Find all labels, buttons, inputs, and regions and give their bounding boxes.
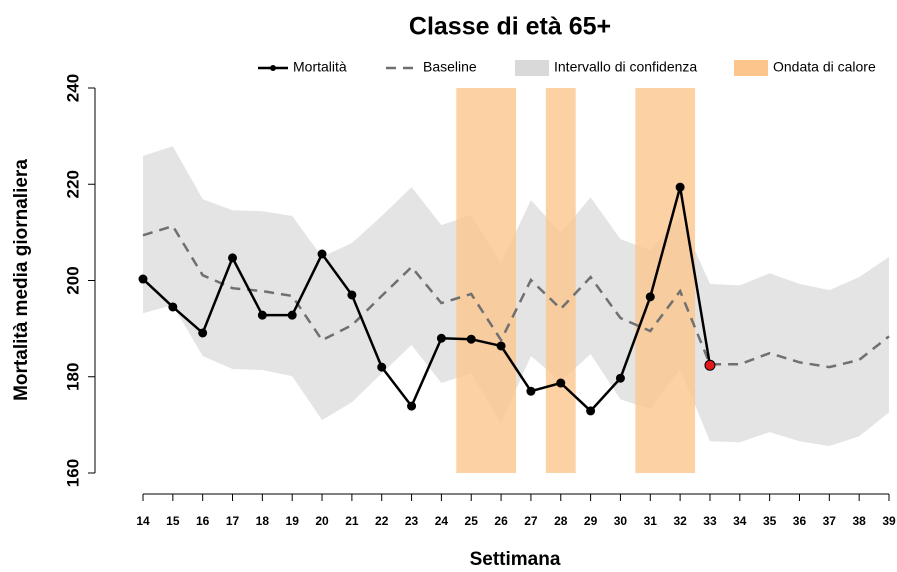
series-line	[142, 224, 890, 369]
series-point	[198, 328, 208, 338]
series-point	[257, 310, 267, 320]
legend-label: Baseline	[423, 59, 477, 75]
x-tick-label: 27	[524, 514, 538, 528]
legend-label: Ondata di calore	[773, 59, 876, 75]
series-point	[496, 341, 506, 351]
y-tick-label: 160	[63, 459, 82, 487]
series-point	[586, 406, 596, 416]
x-tick-label: 26	[494, 514, 508, 528]
y-tick-label: 180	[63, 363, 82, 391]
chart-title: Classe di età 65+	[409, 13, 611, 41]
x-tick-label: 19	[286, 514, 300, 528]
heatwave-band	[456, 88, 516, 473]
y-axis-title: Mortalità media giornaliera	[11, 159, 32, 401]
heatwave-band	[635, 88, 696, 473]
y-tick-label: 240	[63, 74, 82, 102]
x-tick-label: 23	[405, 514, 419, 528]
x-tick-label: 21	[345, 514, 359, 528]
x-tick-label: 16	[196, 514, 210, 528]
series-line	[142, 186, 712, 413]
legend-symbol	[515, 60, 549, 76]
x-tick-label: 39	[882, 514, 896, 528]
heatwave-band	[545, 88, 576, 473]
series-point	[615, 373, 625, 383]
legend-label: Mortalità	[293, 59, 347, 75]
series-point	[168, 302, 178, 312]
x-tick-label: 34	[733, 514, 747, 528]
series-point	[377, 362, 387, 372]
x-tick-label: 38	[852, 514, 866, 528]
series-point	[228, 253, 238, 263]
x-tick-label: 20	[315, 514, 329, 528]
y-tick-label: 200	[63, 266, 82, 294]
series-point	[317, 249, 327, 259]
series-point	[466, 334, 476, 344]
x-tick-label: 37	[823, 514, 837, 528]
x-tick-label: 17	[226, 514, 240, 528]
x-tick-label: 22	[375, 514, 389, 528]
x-tick-label: 29	[584, 514, 598, 528]
series-point	[407, 401, 417, 411]
series-point	[347, 290, 357, 300]
series-point	[526, 386, 536, 396]
x-tick-label: 14	[136, 514, 150, 528]
background-layer	[143, 88, 889, 473]
legend-label: Intervallo di confidenza	[554, 59, 697, 75]
legend-symbol	[734, 60, 768, 76]
x-tick-label: 28	[554, 514, 568, 528]
series-point	[138, 274, 148, 284]
x-tick-label: 35	[763, 514, 777, 528]
x-tick-label: 24	[435, 514, 449, 528]
series-point	[556, 378, 566, 388]
series-point	[675, 182, 685, 192]
x-tick-label: 32	[673, 514, 687, 528]
x-tick-label: 18	[256, 514, 270, 528]
legend-symbol	[270, 65, 276, 71]
x-tick-label: 30	[614, 514, 628, 528]
x-tick-label: 31	[644, 514, 658, 528]
series-point	[287, 310, 297, 320]
series-point	[704, 359, 716, 371]
x-tick-label: 15	[166, 514, 180, 528]
series-point	[645, 292, 655, 302]
x-axis-title: Settimana	[470, 549, 561, 570]
y-tick-label: 220	[63, 170, 82, 198]
series-point	[436, 333, 446, 343]
x-tick-label: 25	[465, 514, 479, 528]
x-tick-label: 33	[703, 514, 717, 528]
x-tick-label: 36	[793, 514, 807, 528]
